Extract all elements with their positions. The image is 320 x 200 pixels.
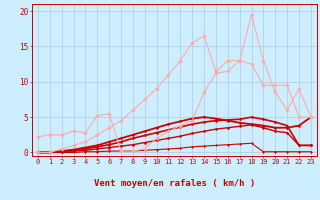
- X-axis label: Vent moyen/en rafales ( km/h ): Vent moyen/en rafales ( km/h ): [94, 179, 255, 188]
